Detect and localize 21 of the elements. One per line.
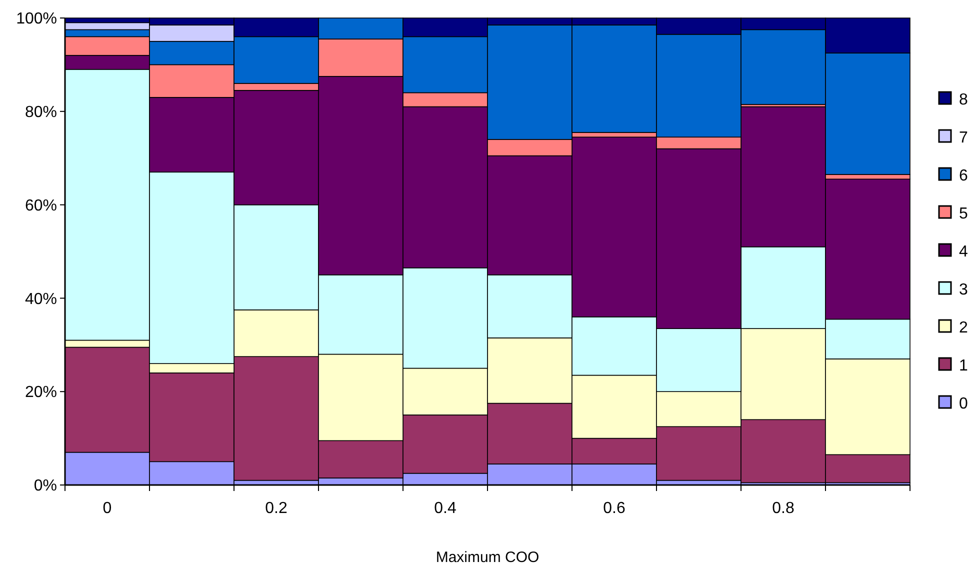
y-tick-label: 40% xyxy=(24,290,57,308)
legend-label: 5 xyxy=(959,206,968,223)
x-tick-label: 0.2 xyxy=(265,500,288,517)
legend-label: 8 xyxy=(959,92,968,109)
y-tick-label: 20% xyxy=(24,384,57,402)
x-tick-label: 0 xyxy=(102,500,112,517)
x-tick-label: 0.4 xyxy=(434,500,456,517)
x-tick-label: 0.8 xyxy=(772,500,794,517)
y-tick-label: 80% xyxy=(24,104,57,121)
x-tick-label: 0.6 xyxy=(603,500,626,517)
legend-label: 2 xyxy=(959,320,968,337)
y-tick-label: 60% xyxy=(24,197,57,214)
y-tick-label: 100% xyxy=(16,10,57,28)
y-tick-label: 0% xyxy=(34,478,57,495)
legend-label: 4 xyxy=(959,244,968,261)
legend-label: 6 xyxy=(959,168,968,185)
legend-label: 1 xyxy=(959,358,968,375)
x-axis-title: Maximum COO xyxy=(436,549,540,566)
legend-label: 3 xyxy=(959,282,968,299)
legend-label: 7 xyxy=(959,130,968,147)
legend-label: 0 xyxy=(959,396,968,413)
